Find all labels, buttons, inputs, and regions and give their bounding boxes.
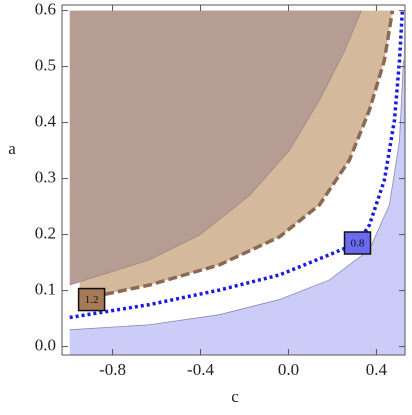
contour-label: 1.2 bbox=[85, 294, 99, 306]
y-tick-label: 0.1 bbox=[35, 280, 56, 299]
y-tick-label: 0.5 bbox=[35, 56, 56, 75]
region-fill bbox=[69, 10, 362, 285]
y-axis-label: a bbox=[8, 139, 16, 158]
y-tick-label: 0.0 bbox=[35, 336, 56, 355]
contour-label-box bbox=[77, 287, 106, 312]
x-tick-label: 0.4 bbox=[366, 360, 388, 379]
contour-lines bbox=[69, 10, 405, 331]
y-tick-label: 0.3 bbox=[35, 168, 56, 187]
y-tick-label: 0.4 bbox=[35, 112, 57, 131]
region-fill bbox=[69, 5, 406, 355]
y-tick-label: 0.6 bbox=[35, 0, 56, 19]
x-axis-label: c bbox=[231, 387, 239, 406]
plot-frame bbox=[61, 4, 406, 356]
contour-line bbox=[79, 10, 395, 302]
x-tick-label: -0.4 bbox=[187, 360, 214, 379]
contour-line bbox=[69, 60, 404, 331]
contour-label-box bbox=[343, 231, 372, 255]
axis-ticks: -0.8 -0.4 0.0 0.4 0.0 0.1 0.2 0.3 0.4 0.5 0.6 bbox=[35, 0, 405, 379]
contour-line bbox=[69, 10, 362, 286]
y-tick-label: 0.2 bbox=[35, 224, 56, 243]
x-tick-label: -0.8 bbox=[99, 360, 126, 379]
contour-line bbox=[69, 10, 405, 320]
region-fills bbox=[69, 5, 406, 355]
contour-labels: 1.2 0.8 bbox=[77, 231, 372, 312]
contour-label: 0.8 bbox=[351, 238, 365, 250]
x-tick-label: 0.0 bbox=[278, 360, 299, 379]
